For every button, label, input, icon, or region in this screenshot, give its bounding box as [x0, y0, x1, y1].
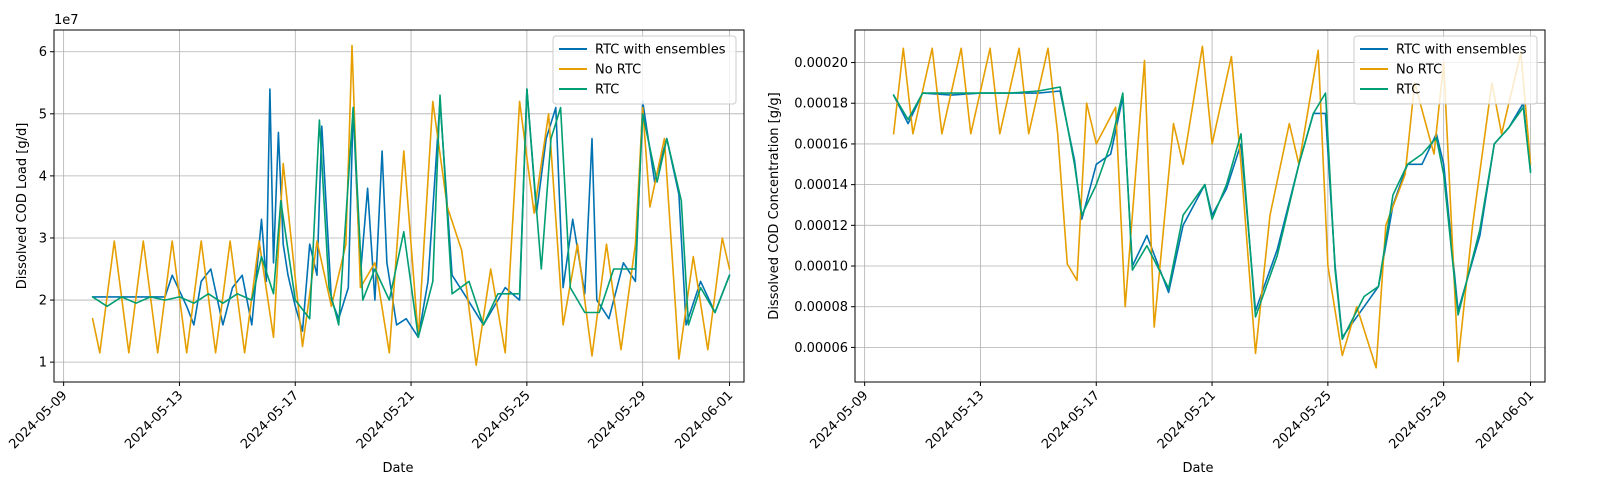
- plot-frame: [854, 29, 1546, 383]
- y-tick-label: 5: [39, 107, 47, 122]
- y-tick-label: 0.00020: [794, 56, 848, 71]
- series-line-rtc: [91, 88, 731, 339]
- load-chart: 1e7 Dissolved COD Load [g/d] Date 2024-0…: [6, 13, 745, 476]
- x-tick-label: 2024-06-01: [1473, 388, 1537, 452]
- y-axis-label: Dissolved COD Concentration [g/g]: [767, 92, 782, 319]
- y-tick-label: 0.00010: [794, 260, 848, 275]
- series-line-no-rtc: [91, 44, 731, 367]
- y-tick-label: 0.00016: [794, 137, 848, 152]
- y-tick-label: 0.00008: [794, 300, 848, 315]
- y-tick-label: 0.00018: [794, 97, 848, 112]
- concentration-chart: Dissolved COD Concentration [g/g] Date 2…: [767, 29, 1546, 476]
- legend-box: [1353, 35, 1538, 105]
- x-axis-label: Date: [382, 461, 413, 476]
- y-tick-label: 0.00014: [794, 178, 848, 193]
- x-tick-label: 2024-05-09: [6, 388, 70, 452]
- x-tick-label: 2024-05-21: [354, 388, 418, 452]
- x-tick-label: 2024-05-17: [238, 388, 302, 452]
- x-tick-label: 2024-05-25: [1271, 388, 1335, 452]
- x-tick-label: 2024-06-01: [672, 388, 736, 452]
- legend-label: No RTC: [595, 63, 641, 78]
- legend: RTC with ensembles No RTC RTC: [552, 35, 737, 105]
- x-tick-label: 2024-05-13: [923, 388, 987, 452]
- legend-label: RTC: [595, 83, 619, 98]
- y-offset-label: 1e7: [54, 13, 79, 28]
- lines: [91, 44, 731, 367]
- legend: RTC with ensembles No RTC RTC: [1353, 35, 1538, 105]
- lines: [892, 45, 1532, 369]
- y-tick-label: 4: [39, 169, 47, 184]
- legend-label: RTC with ensembles: [1396, 43, 1527, 58]
- x-tick-label: 2024-05-25: [470, 388, 534, 452]
- y-tick-label: 0.00012: [794, 219, 848, 234]
- legend-label: No RTC: [1396, 63, 1442, 78]
- x-tick-label: 2024-05-17: [1039, 388, 1103, 452]
- x-tick-label: 2024-05-13: [122, 388, 186, 452]
- series-line-rtc-with-ensembles: [91, 88, 731, 339]
- x-tick-label: 2024-05-29: [1386, 388, 1450, 452]
- legend-label: RTC with ensembles: [595, 43, 726, 58]
- x-tick-label: 2024-05-09: [807, 388, 871, 452]
- y-tick-label: 6: [39, 45, 47, 60]
- x-tick-label: 2024-05-21: [1155, 388, 1219, 452]
- series-group: [892, 45, 1532, 369]
- legend-box: [552, 35, 737, 105]
- x-tick-label: 2024-05-29: [585, 388, 649, 452]
- x-axis-label: Date: [1182, 461, 1213, 476]
- series-line-no-rtc: [892, 45, 1532, 369]
- series-group: [91, 44, 731, 367]
- legend-label: RTC: [1396, 83, 1420, 98]
- y-tick-label: 3: [39, 231, 47, 246]
- y-tick-label: 0.00006: [794, 341, 848, 356]
- y-tick-label: 1: [39, 356, 47, 371]
- series-line-rtc: [892, 86, 1532, 341]
- plot-frame: [53, 29, 745, 383]
- y-tick-label: 2: [39, 294, 47, 309]
- y-axis-label: Dissolved COD Load [g/d]: [15, 123, 30, 290]
